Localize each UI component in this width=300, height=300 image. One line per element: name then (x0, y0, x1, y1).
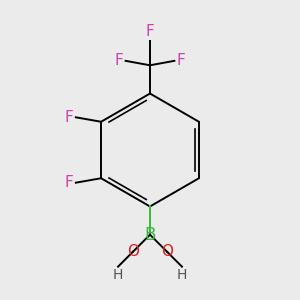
Text: F: F (65, 175, 74, 190)
Text: F: F (146, 24, 154, 39)
Text: O: O (161, 244, 173, 260)
Text: O: O (127, 244, 139, 260)
Text: F: F (115, 53, 123, 68)
Text: F: F (177, 53, 185, 68)
Text: B: B (144, 226, 156, 244)
Text: H: H (177, 268, 187, 282)
Text: F: F (65, 110, 74, 125)
Text: H: H (113, 268, 123, 282)
